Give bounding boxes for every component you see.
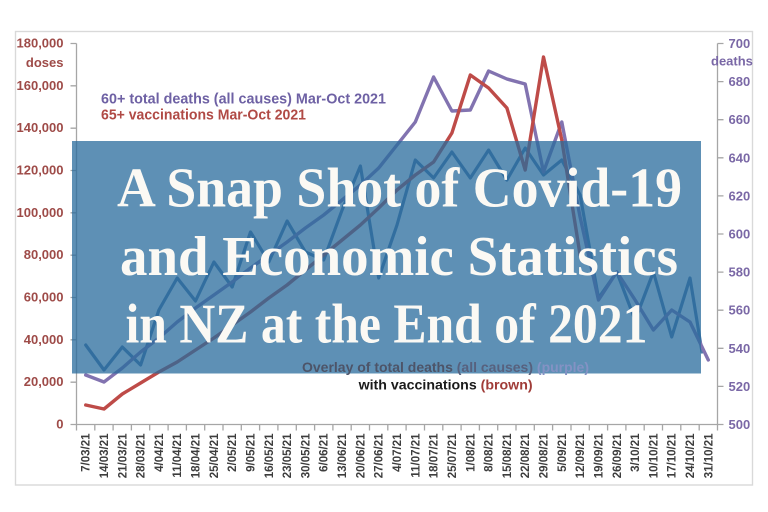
svg-text:9/05/21: 9/05/21 — [246, 433, 258, 472]
svg-text:2/05/21: 2/05/21 — [227, 433, 239, 472]
svg-text:3/10/21: 3/10/21 — [630, 433, 642, 472]
svg-text:680: 680 — [729, 74, 751, 89]
svg-text:with vaccinations (brown): with vaccinations (brown) — [358, 377, 533, 393]
svg-text:doses: doses — [26, 55, 64, 70]
svg-text:11/07/21: 11/07/21 — [410, 433, 422, 478]
svg-text:deaths: deaths — [711, 54, 753, 69]
svg-text:18/07/21: 18/07/21 — [429, 433, 441, 478]
svg-text:1/08/21: 1/08/21 — [465, 433, 477, 472]
svg-text:24/10/21: 24/10/21 — [685, 433, 697, 478]
svg-text:40,000: 40,000 — [24, 332, 64, 347]
svg-text:30/05/21: 30/05/21 — [300, 433, 312, 478]
svg-text:5/09/21: 5/09/21 — [557, 433, 569, 472]
svg-text:580: 580 — [729, 265, 751, 280]
svg-text:17/10/21: 17/10/21 — [667, 433, 679, 478]
svg-text:620: 620 — [729, 188, 751, 203]
svg-text:A Snap Shot of Covid-19: A Snap Shot of Covid-19 — [117, 157, 682, 219]
svg-text:0: 0 — [56, 417, 63, 432]
svg-text:16/05/21: 16/05/21 — [264, 433, 276, 478]
svg-text:500: 500 — [729, 417, 751, 432]
svg-text:31/10/21: 31/10/21 — [703, 433, 715, 478]
svg-text:10/10/21: 10/10/21 — [648, 433, 660, 478]
svg-text:12/09/21: 12/09/21 — [575, 433, 587, 478]
svg-text:21/03/21: 21/03/21 — [117, 433, 129, 478]
svg-text:20,000: 20,000 — [24, 374, 64, 389]
svg-text:22/08/21: 22/08/21 — [520, 433, 532, 478]
svg-text:26/09/21: 26/09/21 — [612, 433, 624, 478]
svg-text:640: 640 — [729, 150, 751, 165]
svg-text:4/07/21: 4/07/21 — [392, 433, 404, 472]
svg-text:120,000: 120,000 — [17, 163, 64, 178]
svg-text:180,000: 180,000 — [17, 36, 64, 51]
svg-text:80,000: 80,000 — [24, 247, 64, 262]
svg-text:29/08/21: 29/08/21 — [539, 433, 551, 478]
svg-text:15/08/21: 15/08/21 — [502, 433, 514, 478]
svg-text:60,000: 60,000 — [24, 290, 64, 305]
svg-text:700: 700 — [729, 36, 751, 51]
svg-text:600: 600 — [729, 227, 751, 242]
svg-text:65+ vaccinations Mar-Oct 2021: 65+ vaccinations Mar-Oct 2021 — [101, 107, 306, 124]
svg-text:4/04/21: 4/04/21 — [154, 433, 166, 472]
svg-text:20/06/21: 20/06/21 — [355, 433, 367, 478]
svg-text:60+ total deaths (all causes): 60+ total deaths (all causes) Mar-Oct 20… — [101, 91, 386, 108]
svg-text:560: 560 — [729, 303, 751, 318]
svg-text:14/03/21: 14/03/21 — [99, 433, 111, 478]
svg-text:18/04/21: 18/04/21 — [191, 433, 203, 478]
svg-text:and Economic Statistics: and Economic Statistics — [120, 226, 678, 288]
svg-text:13/06/21: 13/06/21 — [337, 433, 349, 478]
svg-text:25/07/21: 25/07/21 — [447, 433, 459, 478]
svg-text:520: 520 — [729, 379, 751, 394]
svg-text:23/05/21: 23/05/21 — [282, 433, 294, 478]
svg-text:in NZ at the End of 2021: in NZ at the End of 2021 — [126, 293, 648, 355]
svg-text:6/06/21: 6/06/21 — [319, 433, 331, 472]
svg-text:27/06/21: 27/06/21 — [374, 433, 386, 478]
svg-text:19/09/21: 19/09/21 — [594, 433, 606, 478]
svg-text:28/03/21: 28/03/21 — [136, 433, 148, 478]
svg-text:25/04/21: 25/04/21 — [209, 433, 221, 478]
svg-text:160,000: 160,000 — [17, 78, 64, 93]
svg-text:11/04/21: 11/04/21 — [172, 433, 184, 478]
svg-text:660: 660 — [729, 112, 751, 127]
svg-text:540: 540 — [729, 341, 751, 356]
svg-text:8/08/21: 8/08/21 — [484, 433, 496, 472]
svg-text:100,000: 100,000 — [17, 205, 64, 220]
svg-text:Overlay of total deaths (all c: Overlay of total deaths (all causes) (pu… — [302, 359, 589, 375]
svg-text:140,000: 140,000 — [17, 120, 64, 135]
svg-text:7/03/21: 7/03/21 — [81, 433, 93, 472]
